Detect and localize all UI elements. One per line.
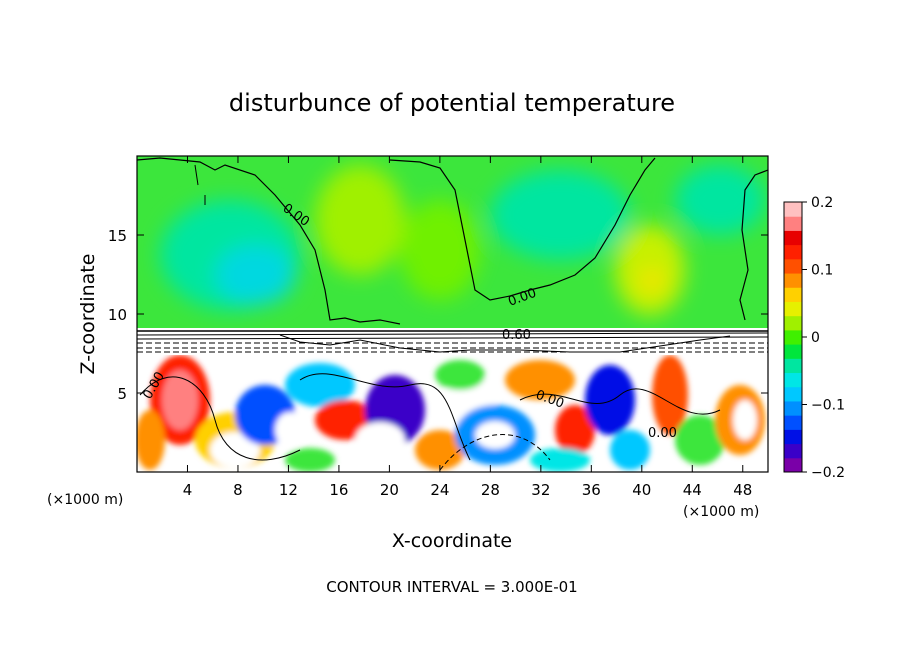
x-tick-label: 12 <box>279 481 298 499</box>
colorbar-swatch <box>784 429 802 445</box>
colorbar-swatch <box>784 301 802 317</box>
colorbar-swatch <box>784 202 802 217</box>
y-tick-label: 15 <box>108 227 127 245</box>
colorbar-swatch <box>784 315 802 331</box>
colorbar-swatch <box>784 344 802 359</box>
contour-line-zero-a <box>137 157 401 325</box>
colorbar-tick-label: −0.2 <box>811 465 845 481</box>
contour-label: 0.00 <box>648 426 677 441</box>
colorbar-swatch <box>784 230 802 246</box>
x-unit-label-left: (×1000 m) <box>47 492 123 508</box>
contour-line-zero-b <box>389 157 656 301</box>
x-tick-label: 32 <box>531 481 550 499</box>
colorbar-tick-label: −0.1 <box>811 398 845 414</box>
contour-line-zero-c <box>739 169 768 321</box>
plot-area: 0.00 0.00 0.60 0.00 0.00 0.00 <box>137 156 768 472</box>
colorbar-swatch <box>784 372 802 388</box>
colorbar-tick-label: 0.1 <box>811 263 833 279</box>
x-unit-label-right: (×1000 m) <box>683 504 759 520</box>
colorbar-swatch <box>784 358 802 374</box>
colorbar-tick-label: 0 <box>811 330 820 346</box>
y-axis-label: Z-coordinate <box>77 254 99 375</box>
colorbar: 0.2 0.1 0 −0.1 −0.2 <box>783 195 845 481</box>
colorbar-swatch <box>784 273 802 288</box>
lower-field <box>137 355 768 472</box>
x-tick-label: 4 <box>183 481 193 499</box>
x-axis-label: X-coordinate <box>392 530 512 552</box>
x-tick-label: 28 <box>481 481 500 499</box>
inversion-band <box>137 328 768 355</box>
upper-field <box>137 156 768 331</box>
colorbar-swatch <box>784 329 802 345</box>
colorbar-swatch <box>784 415 802 430</box>
x-tick-label: 36 <box>582 481 601 499</box>
x-tick-label: 8 <box>233 481 243 499</box>
colorbar-swatch <box>784 457 802 473</box>
y-axis: 5 10 15 <box>108 227 768 403</box>
y-tick-label: 5 <box>117 385 127 403</box>
colorbar-swatch <box>784 258 802 274</box>
x-axis: 4 8 12 16 20 24 28 32 36 40 44 48 <box>183 156 752 499</box>
colorbar-swatch <box>784 287 802 302</box>
colorbar-swatch <box>784 216 802 231</box>
colorbar-swatch <box>784 386 802 402</box>
colorbar-swatch <box>784 244 802 260</box>
chart-title: disturbunce of potential temperature <box>229 89 675 117</box>
colorbar-swatch <box>784 443 802 459</box>
contour-label: 0.60 <box>502 328 531 343</box>
x-tick-label: 48 <box>733 481 752 499</box>
x-tick-label: 24 <box>430 481 449 499</box>
y-tick-label: 10 <box>108 306 127 324</box>
colorbar-tick-label: 0.2 <box>811 195 833 211</box>
contour-interval-note: CONTOUR INTERVAL = 3.000E-01 <box>326 578 577 596</box>
x-tick-label: 44 <box>683 481 702 499</box>
x-tick-label: 20 <box>380 481 399 499</box>
x-tick-label: 16 <box>329 481 348 499</box>
x-tick-label: 40 <box>632 481 651 499</box>
colorbar-swatch <box>784 400 802 416</box>
